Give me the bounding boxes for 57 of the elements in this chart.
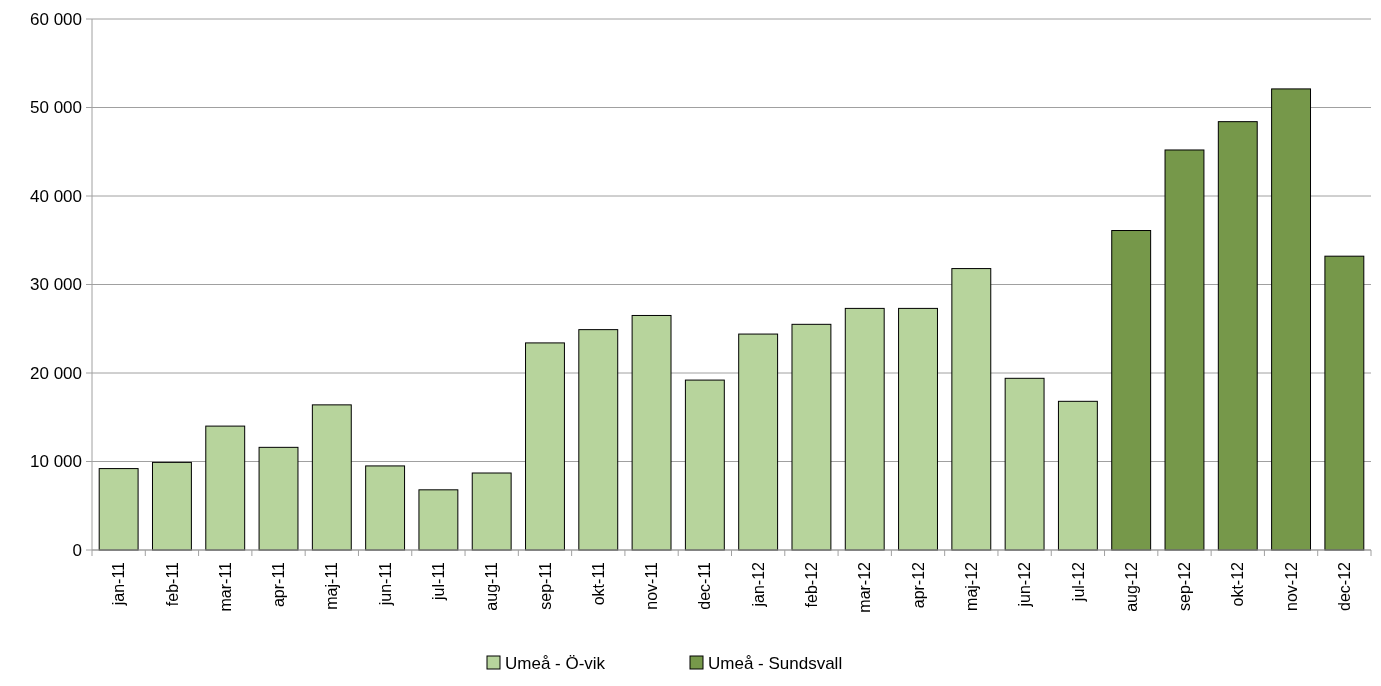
bar: [898, 307, 938, 551]
bar: [151, 461, 192, 551]
bar: [311, 404, 352, 551]
x-tick-label: aug-12: [1122, 561, 1140, 612]
x-tick-label: sep-12: [1176, 561, 1194, 611]
x-tick-label: okt-12: [1229, 561, 1247, 607]
y-tick-label: 50 000: [30, 98, 82, 118]
x-tick-label: jan-11: [110, 561, 128, 607]
bar: [738, 333, 779, 551]
bar: [258, 446, 299, 551]
y-tick-label: 40 000: [30, 186, 82, 206]
x-tick-label: jan-12: [749, 561, 767, 608]
bar: [951, 268, 992, 551]
x-tick-label: nov-12: [1282, 561, 1300, 611]
bar: [578, 329, 619, 551]
x-tick-label: mar-12: [856, 561, 874, 613]
y-tick-label: 60 000: [30, 9, 82, 29]
x-tick-label: nov-11: [643, 561, 661, 610]
y-tick-label: 0: [72, 540, 82, 560]
bar: [1217, 121, 1258, 551]
bar: [791, 323, 832, 551]
y-tick-label: 20 000: [30, 363, 82, 383]
x-tick-label: feb-11: [163, 561, 181, 607]
x-tick-label: jul-12: [1069, 561, 1087, 603]
x-tick-label: jul-11: [430, 561, 447, 601]
bar: [525, 342, 565, 551]
bar: [1271, 88, 1312, 551]
bar: [98, 468, 139, 551]
y-tick-label: 30 000: [30, 275, 82, 295]
x-tick-label: sep-11: [536, 561, 554, 610]
bar: [205, 425, 246, 551]
bar: [365, 465, 406, 551]
bar: [631, 314, 672, 551]
x-tick-label: mar-11: [216, 561, 234, 612]
x-tick-label: jun-12: [1016, 561, 1034, 608]
bar: [1111, 230, 1152, 551]
x-tick-label: maj-11: [323, 561, 341, 610]
x-tick-label: apr-11: [270, 561, 288, 608]
bar: [844, 307, 885, 551]
legend-label: Umeå - Ö-vik: [505, 653, 606, 673]
legend-label: Umeå - Sundsvall: [708, 653, 843, 673]
bar: [471, 472, 512, 551]
x-tick-label: feb-12: [803, 561, 821, 608]
x-tick-label: jun-11: [376, 561, 394, 607]
x-tick-label: okt-11: [589, 561, 607, 606]
x-tick-label: dec-11: [696, 561, 714, 610]
x-tick-label: apr-12: [909, 561, 927, 609]
bar: [1004, 377, 1045, 551]
bar: [1057, 400, 1098, 551]
bar: [684, 379, 725, 551]
y-tick-label: 10 000: [30, 452, 82, 472]
x-tick-label: dec-12: [1335, 561, 1353, 611]
bar: [1164, 149, 1205, 551]
x-tick-label: aug-11: [483, 561, 501, 611]
x-tick-label: maj-12: [962, 561, 980, 611]
bar: [418, 489, 459, 551]
bar: [1324, 255, 1365, 551]
